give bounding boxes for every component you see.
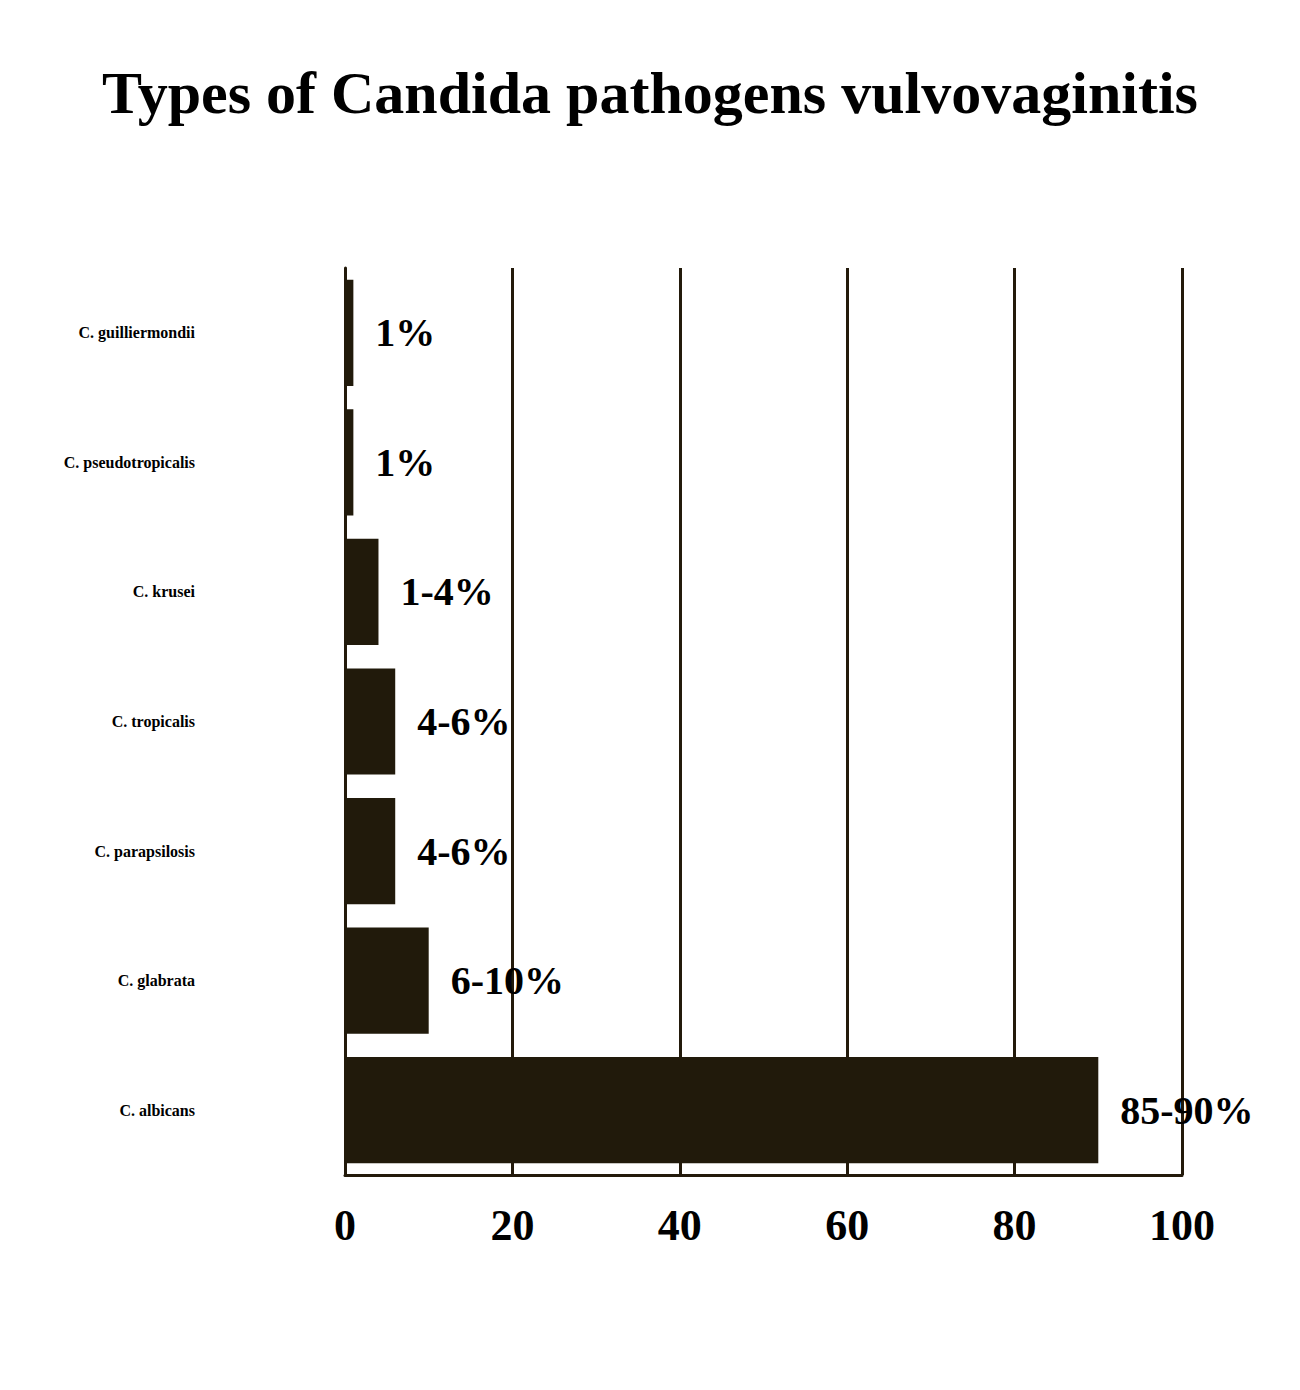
- svg-text:C. pseudotropicalis: C. pseudotropicalis: [64, 454, 195, 472]
- svg-text:4-6%: 4-6%: [417, 699, 510, 744]
- svg-text:60: 60: [825, 1201, 869, 1250]
- svg-text:20: 20: [490, 1201, 534, 1250]
- svg-text:6-10%: 6-10%: [451, 958, 564, 1003]
- svg-text:85-90%: 85-90%: [1120, 1088, 1253, 1133]
- svg-text:C. tropicalis: C. tropicalis: [112, 713, 195, 731]
- svg-text:C. krusei: C. krusei: [133, 583, 196, 600]
- svg-text:1%: 1%: [375, 440, 435, 485]
- svg-text:100: 100: [1149, 1201, 1215, 1250]
- svg-text:C. albicans: C. albicans: [119, 1102, 195, 1119]
- svg-text:C. guilliermondii: C. guilliermondii: [79, 324, 196, 342]
- svg-text:C. glabrata: C. glabrata: [118, 972, 195, 990]
- svg-text:Types of Candida pathogens vul: Types of Candida pathogens vulvovaginiti…: [102, 60, 1198, 126]
- svg-text:0: 0: [334, 1201, 356, 1250]
- svg-text:80: 80: [993, 1201, 1037, 1250]
- svg-text:4-6%: 4-6%: [417, 829, 510, 874]
- svg-text:1%: 1%: [375, 310, 435, 355]
- svg-text:40: 40: [658, 1201, 702, 1250]
- svg-text:1-4%: 1-4%: [400, 569, 493, 614]
- svg-text:C. parapsilosis: C. parapsilosis: [95, 843, 195, 861]
